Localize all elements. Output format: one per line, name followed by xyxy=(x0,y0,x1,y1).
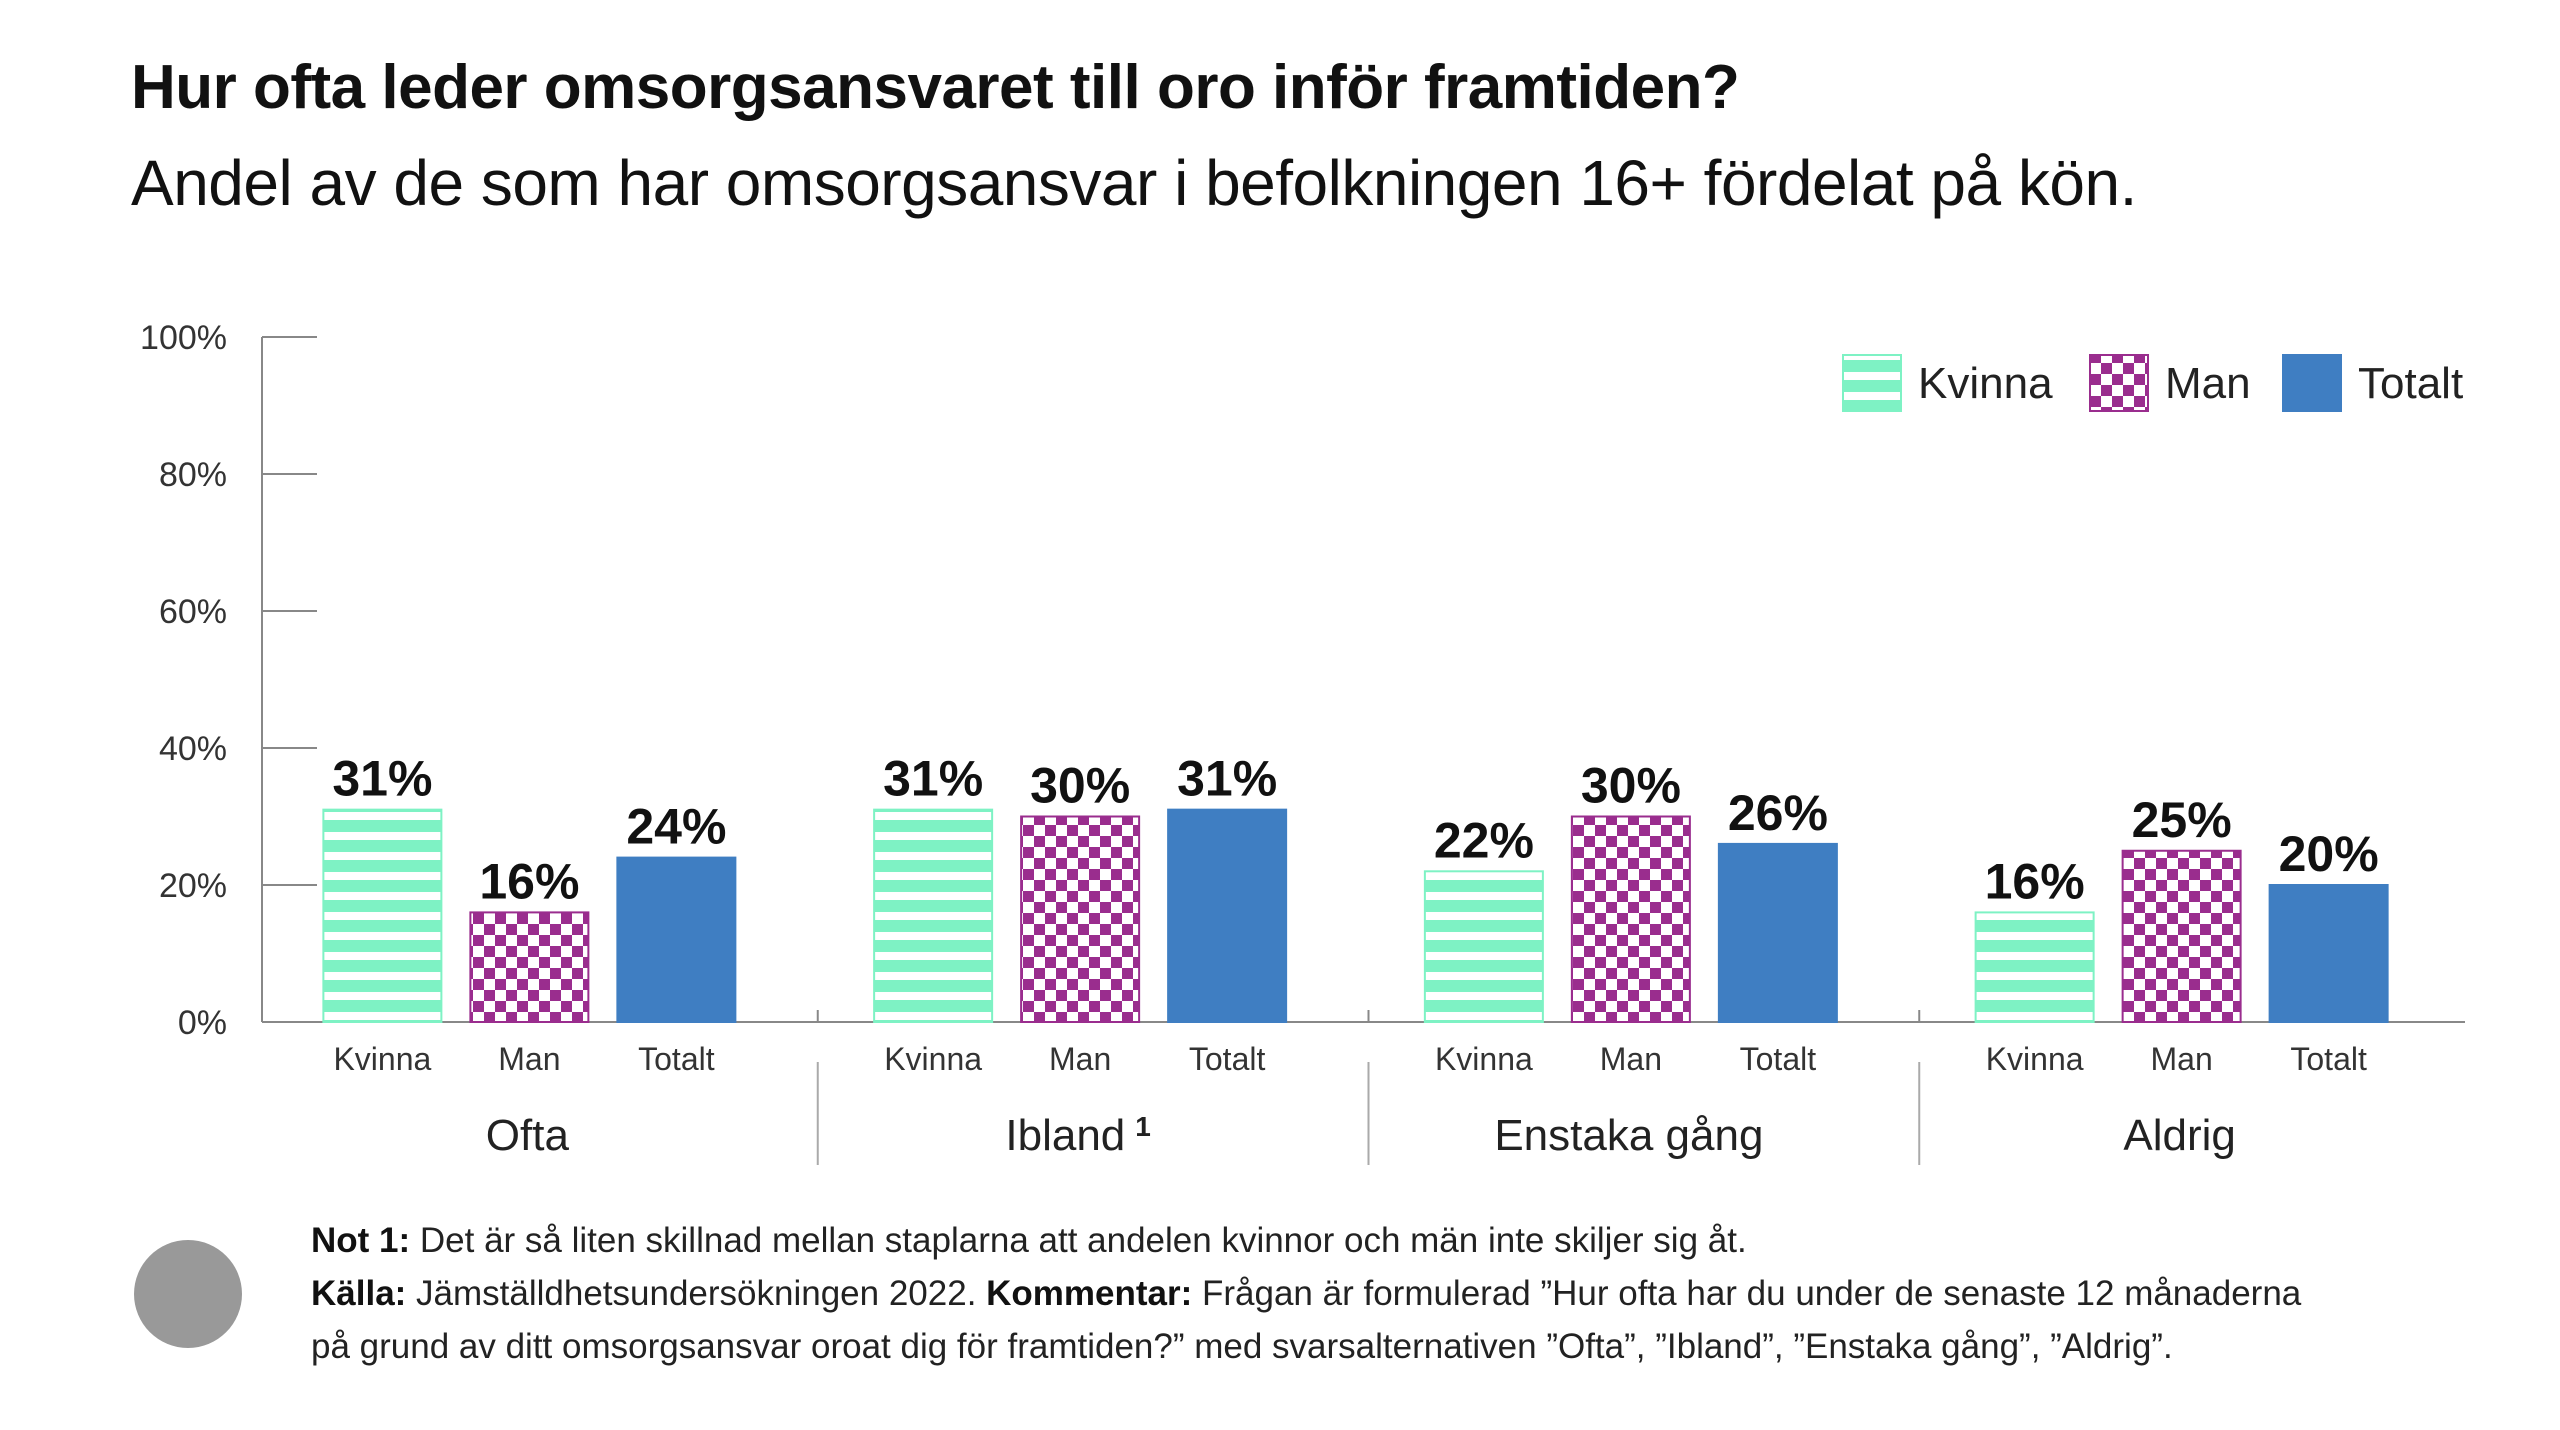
bar-totalt xyxy=(1717,842,1838,1024)
legend-swatch-kvinna xyxy=(1842,354,1902,412)
group-footnote: 1 xyxy=(1135,1111,1151,1142)
comment-line: på grund av ditt omsorgsansvar oroat dig… xyxy=(311,1320,2511,1373)
logo-circle xyxy=(134,1240,242,1348)
x-tick-label: Kvinna xyxy=(1435,1041,1533,1077)
bar-man xyxy=(2121,849,2242,1023)
x-tick-label: Totalt xyxy=(2290,1041,2367,1077)
x-tick-label: Man xyxy=(2151,1041,2213,1077)
x-tick-label: Kvinna xyxy=(884,1041,982,1077)
data-label: 25% xyxy=(2132,792,2232,848)
group-label: Ibland 1 xyxy=(1005,1111,1150,1160)
footnotes: Not 1: Det är så liten skillnad mellan s… xyxy=(311,1214,2511,1373)
comment-text-1: Frågan är formulerad ”Hur ofta har du un… xyxy=(1192,1274,2302,1313)
y-tick-label: 80% xyxy=(159,456,227,494)
bar-totalt xyxy=(616,856,737,1023)
group-label: Enstaka gång xyxy=(1494,1111,1763,1160)
note-line: Not 1: Det är så liten skillnad mellan s… xyxy=(311,1214,2511,1267)
data-label: 16% xyxy=(479,853,579,909)
data-label: 30% xyxy=(1030,758,1130,814)
bar-man xyxy=(1570,815,1691,1023)
source-line: Källa: Jämställdhetsundersökningen 2022.… xyxy=(311,1267,2511,1320)
bar-chart: 0% 20% 40% 60% 80% 100% 31% Kvinna 16% Man 24% Tot… xyxy=(140,319,2465,1165)
bar-man xyxy=(469,911,590,1024)
group-name: Aldrig xyxy=(2123,1111,2236,1160)
bar-man xyxy=(1020,815,1141,1023)
data-label: 30% xyxy=(1581,758,1681,814)
data-label: 31% xyxy=(1177,751,1277,807)
bar-totalt xyxy=(1167,808,1288,1024)
comment-text-2: på grund av ditt omsorgsansvar oroat dig… xyxy=(311,1327,2173,1366)
source-text: Jämställdhetsundersökningen 2022. xyxy=(406,1274,987,1313)
comment-label: Kommentar: xyxy=(986,1274,1193,1313)
data-label: 31% xyxy=(883,751,983,807)
x-tick-label: Kvinna xyxy=(1986,1041,2084,1077)
data-label: 26% xyxy=(1728,785,1828,841)
x-tick-label: Man xyxy=(1049,1041,1111,1077)
x-tick-label: Kvinna xyxy=(333,1041,431,1077)
bar-totalt xyxy=(2268,884,2389,1023)
y-tick-label: 0% xyxy=(178,1004,227,1042)
bar-kvinna xyxy=(873,808,994,1024)
legend-label-man: Man xyxy=(2165,359,2251,408)
data-label: 20% xyxy=(2279,826,2379,882)
data-label: 16% xyxy=(1985,853,2085,909)
data-label: 24% xyxy=(626,799,726,855)
legend-label-kvinna: Kvinna xyxy=(1918,359,2053,408)
bar-kvinna xyxy=(322,808,443,1024)
legend-swatch-totalt xyxy=(2282,354,2342,412)
y-tick-label: 20% xyxy=(159,867,227,905)
chart-title: Hur ofta leder omsorgsansvaret till oro … xyxy=(131,53,1740,122)
group-label: Aldrig xyxy=(2123,1111,2236,1160)
x-tick-label: Totalt xyxy=(1189,1041,1266,1077)
note-text: Det är så liten skillnad mellan staplarn… xyxy=(410,1221,1747,1260)
note-label: Not 1: xyxy=(311,1221,411,1260)
bar-kvinna xyxy=(1974,911,2095,1024)
legend-swatch-man xyxy=(2089,354,2149,412)
group-name: Enstaka gång xyxy=(1494,1111,1763,1160)
x-tick-label: Man xyxy=(1600,1041,1662,1077)
data-label: 31% xyxy=(332,751,432,807)
y-tick-label: 100% xyxy=(140,319,227,357)
group-name: Ibland xyxy=(1005,1111,1125,1160)
x-tick-label: Totalt xyxy=(638,1041,715,1077)
group-name: Ofta xyxy=(486,1111,570,1160)
source-label: Källa: xyxy=(311,1274,407,1313)
group-label: Ofta xyxy=(486,1111,570,1160)
y-tick-label: 60% xyxy=(159,593,227,631)
chart-subtitle: Andel av de som har omsorgsansvar i befo… xyxy=(131,147,2137,219)
legend-label-totalt: Totalt xyxy=(2358,359,2463,408)
bar-kvinna xyxy=(1423,870,1544,1023)
y-tick-label: 40% xyxy=(159,730,227,768)
x-tick-label: Totalt xyxy=(1740,1041,1817,1077)
data-label: 22% xyxy=(1434,812,1534,868)
x-tick-label: Man xyxy=(498,1041,560,1077)
